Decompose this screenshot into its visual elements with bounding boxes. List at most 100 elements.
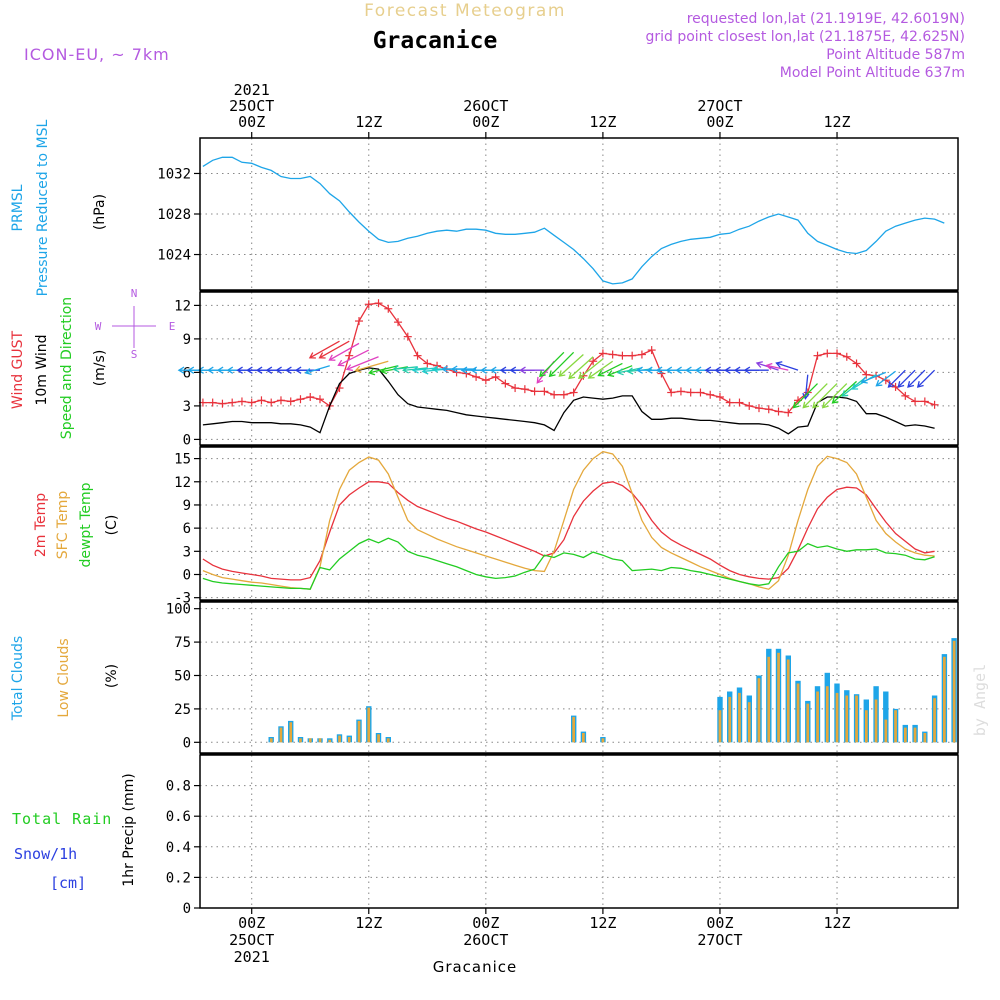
wind-arrow-head bbox=[775, 361, 783, 368]
wind-arrow-head bbox=[450, 365, 458, 373]
wind-arrow-head bbox=[558, 370, 566, 377]
wind-arrow bbox=[539, 351, 565, 378]
ytick-label-pressure: 1028 bbox=[157, 207, 191, 223]
label-total-rain: Total Rain bbox=[12, 810, 112, 828]
gust-point bbox=[550, 390, 559, 399]
wind-arrow-shaft bbox=[776, 362, 799, 371]
gust-point bbox=[774, 407, 783, 416]
gust-point bbox=[628, 351, 637, 360]
ytick-label-precipitation: 0.6 bbox=[166, 809, 191, 825]
gust-point bbox=[852, 359, 861, 368]
wind-arrow-head bbox=[607, 370, 615, 377]
gust-point bbox=[296, 395, 305, 404]
wind-arrow-head bbox=[875, 379, 883, 387]
cloud-bar-low bbox=[377, 734, 380, 743]
wind-arrow-shaft bbox=[841, 376, 867, 397]
gust-point bbox=[930, 400, 939, 409]
gust-point bbox=[647, 346, 656, 355]
wind-arrow-head bbox=[265, 366, 273, 374]
gust-point bbox=[725, 398, 734, 407]
wind-arrow-head bbox=[411, 366, 419, 374]
point-altitude: Point Altitude 587m bbox=[826, 47, 965, 63]
wind-arrow-head bbox=[402, 366, 409, 374]
cloud-bar-low bbox=[328, 739, 332, 743]
gust-point bbox=[374, 299, 383, 308]
series-line-temperature-1 bbox=[202, 450, 935, 590]
wind-arrow-head bbox=[597, 370, 605, 377]
wind-arrow-head bbox=[328, 354, 336, 361]
wind-arrow-head bbox=[765, 362, 773, 370]
wind-arrow bbox=[802, 383, 828, 409]
time-label-bottom: 00Z bbox=[706, 914, 733, 932]
gust-point bbox=[696, 388, 705, 397]
gust-point bbox=[345, 351, 354, 360]
wind-arrow-head bbox=[568, 372, 576, 380]
cloud-bar-low bbox=[601, 738, 605, 743]
wind-arrow-head bbox=[431, 365, 439, 373]
wind-arrow bbox=[743, 366, 769, 374]
cloud-bar-low bbox=[825, 686, 829, 743]
gust-point bbox=[237, 397, 246, 406]
gust-point bbox=[520, 385, 529, 394]
footer-location: Gracanice bbox=[433, 958, 518, 976]
model-point-altitude: Model Point Altitude 637m bbox=[780, 65, 965, 81]
wind-arrow-shaft bbox=[802, 383, 828, 409]
gust-point bbox=[530, 387, 539, 396]
wind-arrow-head bbox=[665, 366, 673, 374]
wind-arrow-head bbox=[441, 365, 448, 373]
wind-arrow bbox=[308, 340, 340, 359]
cloud-bar-low bbox=[952, 640, 956, 743]
ytick-label-pressure: 1032 bbox=[157, 166, 191, 182]
wind-arrow-head bbox=[519, 366, 526, 374]
ylabel-clouds-unit: (%) bbox=[104, 664, 120, 688]
ytick-label-wind: 6 bbox=[183, 365, 191, 381]
time-label-top: 00Z bbox=[706, 113, 733, 131]
ylabel-speed-direction: Speed and Direction bbox=[59, 297, 75, 439]
gust-point bbox=[267, 398, 276, 407]
ytick-label-temperature: 12 bbox=[174, 475, 191, 491]
wind-arrow-shaft bbox=[766, 364, 789, 371]
wind-arrow-head bbox=[318, 352, 326, 359]
gust-point bbox=[335, 384, 344, 393]
ylabel-prmsl: PRMSL bbox=[10, 184, 26, 231]
gust-point bbox=[676, 387, 685, 396]
ytick-label-temperature: 9 bbox=[183, 498, 191, 514]
gust-point bbox=[364, 300, 373, 309]
gust-point bbox=[559, 390, 568, 399]
wind-arrow bbox=[792, 383, 818, 409]
wind-arrow-shaft bbox=[861, 371, 887, 383]
wind-arrow bbox=[597, 362, 623, 377]
cloud-bar-low bbox=[845, 695, 849, 743]
ytick-label-precipitation: 0 bbox=[183, 901, 191, 917]
meteogram-title: Forecast Meteogram bbox=[364, 1, 566, 21]
cloud-bar-low bbox=[289, 722, 293, 743]
wind-arrow-shaft bbox=[329, 342, 360, 361]
wind-arrow-head bbox=[421, 367, 429, 375]
ytick-label-precipitation: 0.2 bbox=[166, 870, 191, 886]
wind-arrow bbox=[304, 365, 330, 376]
cloud-bar-low bbox=[865, 710, 868, 743]
cloud-bar-low bbox=[855, 695, 858, 743]
wind-arrow-shaft bbox=[917, 369, 936, 388]
series-line-wind-0 bbox=[202, 302, 935, 414]
ytick-label-clouds: 50 bbox=[174, 668, 191, 684]
cloud-bar-low bbox=[884, 719, 888, 743]
wind-arrow-head bbox=[206, 366, 214, 374]
gust-point bbox=[911, 397, 920, 406]
ytick-label-temperature: 6 bbox=[183, 521, 191, 537]
wind-arrow-head bbox=[802, 392, 810, 400]
wind-arrow-head bbox=[294, 366, 302, 374]
wind-arrow-shaft bbox=[338, 349, 370, 366]
wind-arrow-shaft bbox=[355, 360, 389, 372]
wind-arrow-head bbox=[916, 381, 924, 388]
ytick-label-pressure: 1024 bbox=[157, 248, 191, 264]
wind-arrow-head bbox=[255, 366, 263, 374]
wind-arrow-shaft bbox=[558, 354, 584, 377]
ytick-label-clouds: 25 bbox=[174, 702, 191, 718]
wind-arrow-head bbox=[245, 366, 253, 374]
wind-arrow-head bbox=[308, 352, 316, 359]
time-label-bottom: 12Z bbox=[823, 914, 850, 932]
wind-arrow-head bbox=[907, 381, 915, 388]
wind-arrow-head bbox=[645, 366, 653, 374]
gust-point bbox=[920, 397, 929, 406]
